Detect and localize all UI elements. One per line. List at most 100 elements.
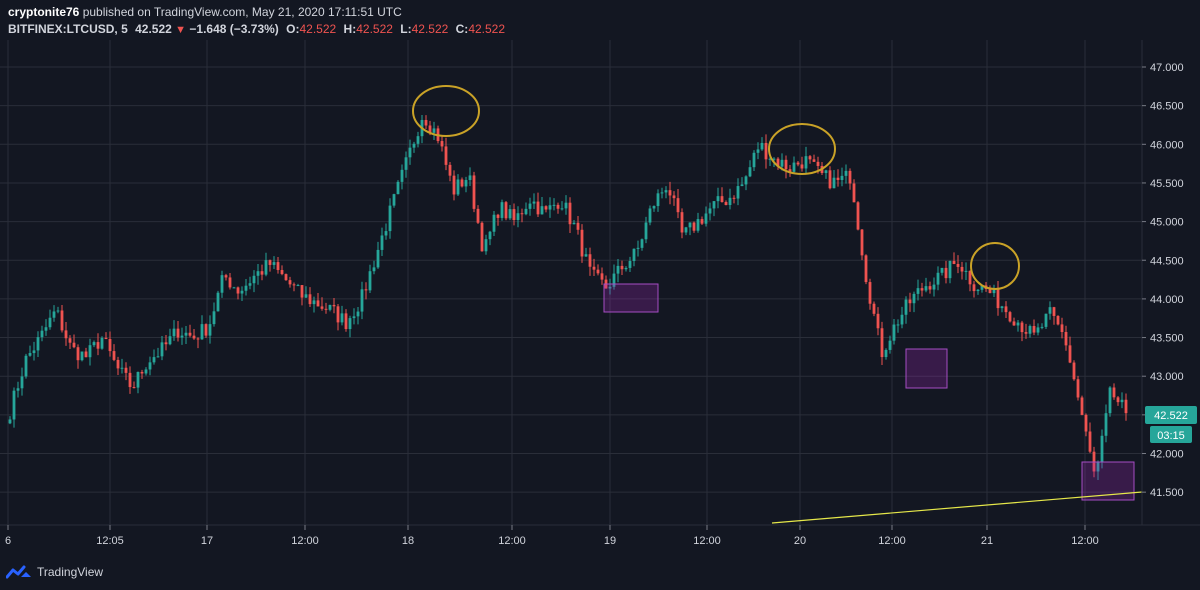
candle-body — [520, 213, 524, 215]
candle-body — [1052, 307, 1056, 316]
candle-body — [400, 169, 404, 182]
price-tick-label: 44.500 — [1150, 255, 1184, 267]
candle-body — [656, 193, 660, 207]
candle-body — [220, 275, 224, 293]
candlestick-series — [8, 114, 1128, 480]
candle-body — [692, 222, 696, 231]
time-tick-label: 19 — [604, 535, 616, 547]
candle-body — [376, 249, 380, 268]
candle-body — [132, 387, 136, 389]
candle-body — [36, 337, 40, 351]
candle-body — [968, 270, 972, 285]
candle-body — [544, 206, 548, 210]
candle-body — [920, 288, 924, 291]
footer-brand[interactable]: TradingView — [6, 562, 103, 582]
candle-body — [580, 229, 584, 257]
candle-body — [800, 164, 804, 169]
candle-body — [708, 208, 712, 214]
tradingview-logo-icon — [6, 565, 31, 579]
candle-body — [576, 222, 580, 230]
candle-body — [856, 202, 860, 230]
candle-body — [924, 286, 928, 291]
candle-body — [752, 152, 756, 168]
time-tick-label: 12:05 — [96, 535, 124, 547]
symbol-label[interactable]: BITFINEX:LTCUSD, 5 — [8, 22, 128, 36]
chart-axes — [0, 40, 1200, 526]
candle-body — [44, 327, 48, 331]
candle-body — [564, 202, 568, 209]
candle-body — [596, 269, 600, 274]
candle-body — [572, 222, 576, 225]
candle-body — [932, 284, 936, 290]
candle-body — [296, 285, 300, 287]
time-axis[interactable]: 6 12:05 17 12:00 18 12:00 19 12:00 20 12:00 21 12:0… — [5, 525, 1099, 547]
time-tick-label: 12:00 — [878, 535, 906, 547]
candle-body — [740, 184, 744, 187]
drawing-layer[interactable] — [412, 85, 1143, 524]
candle-body — [216, 292, 220, 312]
candle-body — [416, 136, 420, 144]
countdown-text: 03:15 — [1157, 430, 1185, 442]
candle-body — [20, 376, 24, 389]
candle-body — [236, 287, 240, 294]
candle-body — [832, 177, 836, 189]
candle-body — [1056, 315, 1060, 325]
candle-body — [1008, 312, 1012, 322]
chart-grid — [0, 40, 1142, 525]
candle-body — [256, 271, 260, 276]
low-label: L: — [400, 22, 412, 36]
candle-body — [1088, 431, 1092, 452]
candle-body — [976, 289, 980, 292]
candle-body — [24, 355, 28, 377]
publish-info: published on TradingView.com, May 21, 20… — [82, 5, 402, 19]
candle-body — [720, 196, 724, 203]
candle-body — [864, 255, 868, 283]
candle-body — [84, 351, 88, 358]
candle-body — [804, 156, 808, 169]
candle-body — [184, 332, 188, 336]
highlight-circle-3 — [970, 242, 1020, 290]
candle-body — [716, 196, 720, 202]
candle-body — [836, 177, 840, 180]
candle-body — [268, 260, 272, 265]
high-label: H: — [343, 22, 357, 36]
candle-body — [736, 186, 740, 199]
candle-body — [136, 371, 140, 388]
candle-body — [1024, 332, 1028, 334]
trendline — [771, 491, 1143, 524]
candle-body — [344, 313, 348, 330]
candle-body — [628, 261, 632, 268]
candle-body — [688, 222, 692, 228]
candle-body — [384, 231, 388, 236]
candle-body — [764, 142, 768, 160]
author-name[interactable]: cryptonite76 — [8, 5, 80, 19]
time-tick-label: 12:00 — [1071, 535, 1099, 547]
high-value: 42.522 — [356, 22, 393, 36]
price-tick-label: 46.000 — [1150, 139, 1184, 151]
highlight-box-1 — [603, 283, 659, 313]
candle-body — [360, 289, 364, 312]
candle-body — [624, 267, 628, 270]
price-chart[interactable]: 47.000 46.500 46.000 45.500 45.000 44.500 44.0… — [0, 0, 1200, 560]
candle-body — [328, 304, 332, 310]
candle-body — [492, 214, 496, 232]
price-tick-label: 43.500 — [1150, 333, 1184, 345]
candle-body — [88, 345, 92, 358]
candle-body — [96, 342, 100, 349]
candle-body — [208, 324, 212, 336]
candle-body — [560, 208, 564, 210]
candle-body — [684, 227, 688, 233]
publish-line: cryptonite76 published on TradingView.co… — [8, 4, 708, 21]
candle-body — [356, 311, 360, 317]
low-value: 42.522 — [411, 22, 449, 36]
candle-body — [196, 338, 200, 340]
candle-body — [260, 271, 264, 275]
candle-body — [464, 180, 468, 187]
candle-body — [372, 267, 376, 272]
candle-body — [1032, 326, 1036, 333]
candle-body — [892, 324, 896, 341]
time-tick-label: 12:00 — [693, 535, 721, 547]
candle-body — [352, 316, 356, 319]
candle-body — [744, 176, 748, 185]
price-axis[interactable]: 47.000 46.500 46.000 45.500 45.000 44.500 44.0… — [1142, 62, 1184, 499]
